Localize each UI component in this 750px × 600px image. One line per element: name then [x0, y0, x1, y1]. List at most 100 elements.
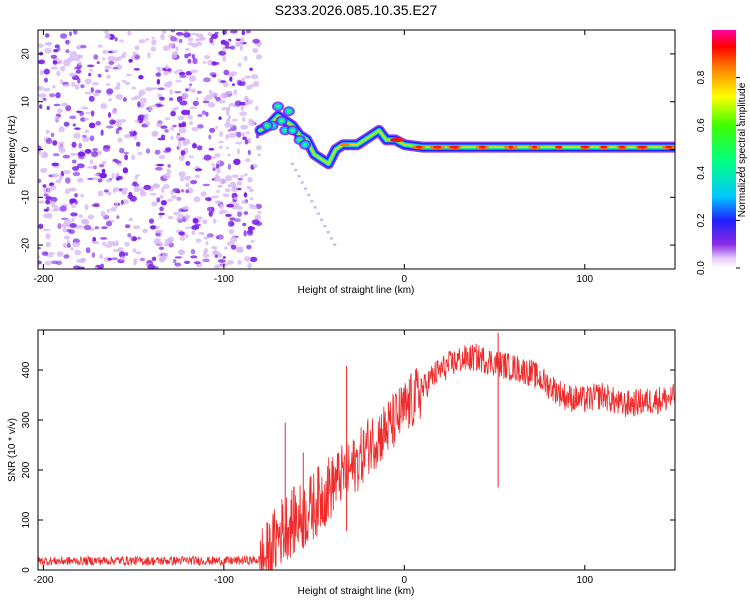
noise-dot	[192, 143, 197, 149]
noise-dot	[122, 97, 127, 102]
noise-dot	[128, 217, 133, 222]
noise-dot	[249, 205, 258, 210]
noise-dot	[136, 174, 141, 177]
noise-dot	[231, 118, 238, 122]
spectrogram-x-label: Height of straight line (km)	[298, 285, 415, 296]
noise-dot	[180, 189, 185, 193]
y-tick-label: -20	[21, 237, 32, 252]
noise-dot	[44, 77, 48, 83]
noise-dot	[246, 185, 252, 190]
noise-dot	[91, 110, 95, 117]
noise-dot	[244, 95, 249, 102]
noise-dot	[213, 266, 220, 269]
noise-dot	[106, 74, 111, 79]
noise-dot	[125, 252, 129, 256]
noise-dot	[44, 33, 50, 38]
noise-dot	[189, 83, 193, 87]
noise-dot	[230, 45, 236, 50]
noise-dot	[132, 248, 137, 253]
noise-dot	[50, 185, 57, 191]
noise-dot	[57, 141, 65, 145]
noise-dot	[212, 167, 216, 172]
noise-dot	[45, 233, 51, 240]
noise-dot	[229, 76, 233, 82]
noise-dot	[190, 249, 196, 255]
noise-dot	[226, 118, 231, 125]
colorbar-gradient	[712, 30, 736, 268]
signal-tail-dot	[313, 205, 317, 209]
noise-dot	[166, 168, 170, 173]
noise-dot	[104, 244, 113, 248]
noise-dot	[87, 177, 94, 181]
noise-dot	[93, 92, 100, 97]
noise-dot	[190, 180, 198, 185]
noise-dot	[167, 81, 173, 86]
noise-dot	[160, 200, 167, 206]
noise-dot	[244, 75, 252, 79]
hotspot	[580, 145, 590, 149]
noise-dot	[229, 123, 234, 128]
noise-dot	[255, 54, 263, 60]
signal-tail-dot	[290, 162, 295, 166]
noise-dot	[148, 105, 152, 111]
noise-dot	[205, 94, 213, 101]
noise-dot	[161, 187, 165, 194]
noise-dot	[207, 32, 213, 36]
noise-dot	[148, 218, 155, 224]
noise-dot	[51, 208, 60, 212]
noise-dot	[114, 37, 118, 42]
noise-dot	[134, 45, 140, 51]
noise-dot	[42, 184, 47, 188]
noise-dot	[101, 168, 106, 174]
noise-dot	[134, 120, 140, 123]
noise-dot	[121, 79, 126, 83]
noise-dot	[222, 55, 227, 62]
noise-dot	[231, 174, 239, 178]
noise-dot	[73, 265, 81, 269]
noise-dot	[57, 223, 62, 230]
noise-dot	[124, 241, 130, 247]
noise-dot	[57, 108, 63, 114]
noise-dot	[147, 52, 151, 59]
noise-dot	[133, 135, 137, 141]
noise-dot	[170, 189, 174, 196]
noise-dot	[56, 70, 61, 77]
noise-dot	[39, 70, 44, 76]
noise-dot	[112, 248, 121, 253]
noise-dot	[178, 231, 185, 236]
noise-dot	[169, 97, 174, 101]
noise-dot	[87, 166, 94, 169]
noise-dot	[133, 259, 137, 266]
noise-dot	[122, 51, 127, 55]
noise-dot	[185, 47, 190, 51]
noise-dot	[229, 217, 236, 221]
noise-dot	[170, 126, 175, 131]
noise-dot	[106, 88, 114, 95]
noise-dot	[240, 37, 245, 44]
noise-dot	[220, 39, 227, 45]
noise-dot	[103, 144, 111, 149]
noise-dot	[59, 174, 63, 181]
noise-dot	[119, 147, 125, 154]
noise-dot	[188, 121, 193, 125]
noise-dot	[41, 251, 49, 256]
colorbar-ticks: 0.0 0.2 0.4 0.6 0.8	[696, 70, 740, 275]
noise-dot	[150, 46, 157, 52]
noise-dot	[225, 213, 232, 217]
noise-dot	[178, 171, 186, 178]
spectrogram-y-label: Frequency (Hz)	[7, 116, 18, 185]
noise-dot	[203, 236, 209, 240]
noise-dot	[165, 64, 169, 70]
noise-dot	[243, 55, 248, 62]
noise-dot	[156, 163, 165, 167]
noise-dot	[208, 211, 213, 217]
noise-dot	[107, 112, 112, 118]
noise-dot	[93, 165, 97, 170]
noise-dot	[88, 122, 96, 129]
noise-dot	[84, 91, 93, 95]
noise-dot	[214, 153, 221, 158]
noise-dot	[237, 211, 242, 217]
noise-dot	[216, 189, 220, 194]
noise-dot	[143, 184, 152, 190]
